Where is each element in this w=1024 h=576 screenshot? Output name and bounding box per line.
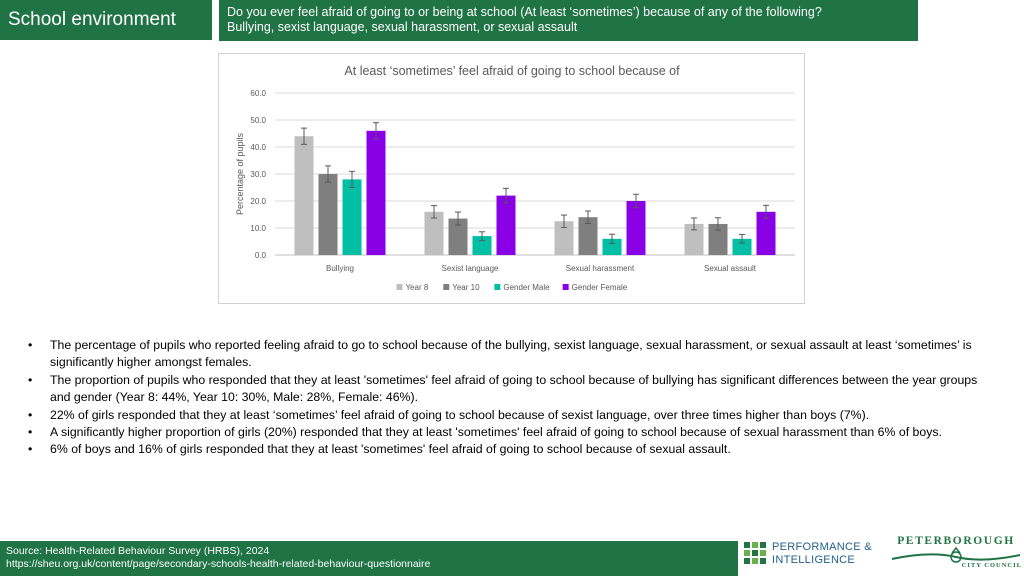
pcc-logo-line2: CITY COUNCIL [961, 562, 1022, 569]
legend-label: Year 10 [452, 283, 480, 292]
chart-frame: At least ‘sometimes’ feel afraid of goin… [218, 53, 805, 304]
chart-title: At least ‘sometimes’ feel afraid of goin… [344, 64, 680, 78]
bar [732, 238, 752, 255]
bar-chart: At least ‘sometimes’ feel afraid of goin… [235, 64, 795, 292]
bar [424, 211, 444, 255]
pcc-logo-line1: PETERBOROUGH [897, 535, 1015, 547]
y-tick-label: 0.0 [255, 251, 267, 260]
x-tick-label: Sexual assault [704, 264, 757, 273]
pi-logo-icon [744, 542, 766, 564]
legend-label: Gender Female [572, 283, 628, 292]
bar [496, 195, 516, 255]
bar [626, 201, 646, 255]
bullet-item: The proportion of pupils who responded t… [28, 372, 998, 407]
y-tick-label: 50.0 [250, 116, 266, 125]
source-footer: Source: Health-Related Behaviour Survey … [0, 541, 738, 576]
source-text: Source: Health-Related Behaviour Survey … [6, 545, 270, 557]
legend-label: Gender Male [503, 283, 550, 292]
pi-logo-line2: INTELLIGENCE [772, 554, 856, 566]
legend-swatch [396, 284, 403, 290]
y-tick-label: 60.0 [250, 89, 266, 98]
bullet-item: A significantly higher proportion of gir… [28, 424, 998, 442]
bar [756, 211, 776, 255]
x-tick-label: Sexual harassment [566, 264, 635, 273]
source-url: https://sheu.org.uk/content/page/seconda… [6, 558, 431, 570]
bar [448, 218, 468, 255]
question-line-2: Bullying, sexist language, sexual harass… [227, 20, 578, 34]
legend-swatch [494, 284, 501, 290]
bar [366, 130, 386, 255]
y-tick-label: 20.0 [250, 197, 266, 206]
bar [684, 223, 704, 255]
bar [554, 221, 574, 255]
summary-bullets: The percentage of pupils who reported fe… [28, 337, 998, 459]
bullet-item: 22% of girls responded that they at leas… [28, 407, 998, 425]
bullet-item: 6% of boys and 16% of girls responded th… [28, 441, 998, 459]
y-axis-label: Percentage of pupils [235, 132, 245, 215]
bar [294, 136, 314, 255]
pi-logo-line1: PERFORMANCE & [772, 541, 872, 553]
legend-swatch [562, 284, 569, 290]
legend-label: Year 8 [405, 283, 428, 292]
y-tick-label: 30.0 [250, 170, 266, 179]
bar [318, 174, 338, 255]
bar [472, 236, 492, 255]
y-tick-label: 10.0 [250, 224, 266, 233]
pcc-crest-icon [891, 547, 1021, 563]
legend-swatch [443, 284, 450, 290]
bullet-item: The percentage of pupils who reported fe… [28, 337, 998, 372]
question-line-1: Do you ever feel afraid of going to or b… [227, 5, 822, 19]
x-tick-label: Bullying [326, 264, 354, 273]
question-banner: Do you ever feel afraid of going to or b… [219, 0, 918, 41]
performance-intelligence-logo: PERFORMANCE & INTELLIGENCE [742, 538, 882, 572]
bar [708, 223, 728, 255]
bar [578, 217, 598, 255]
peterborough-council-logo: PETERBOROUGH CITY COUNCIL [890, 533, 1022, 575]
x-tick-label: Sexist language [442, 264, 499, 273]
section-title: School environment [0, 0, 212, 40]
pi-logo-text: PERFORMANCE & INTELLIGENCE [772, 541, 872, 567]
bar [342, 179, 362, 255]
bar [602, 238, 622, 255]
y-tick-label: 40.0 [250, 143, 266, 152]
